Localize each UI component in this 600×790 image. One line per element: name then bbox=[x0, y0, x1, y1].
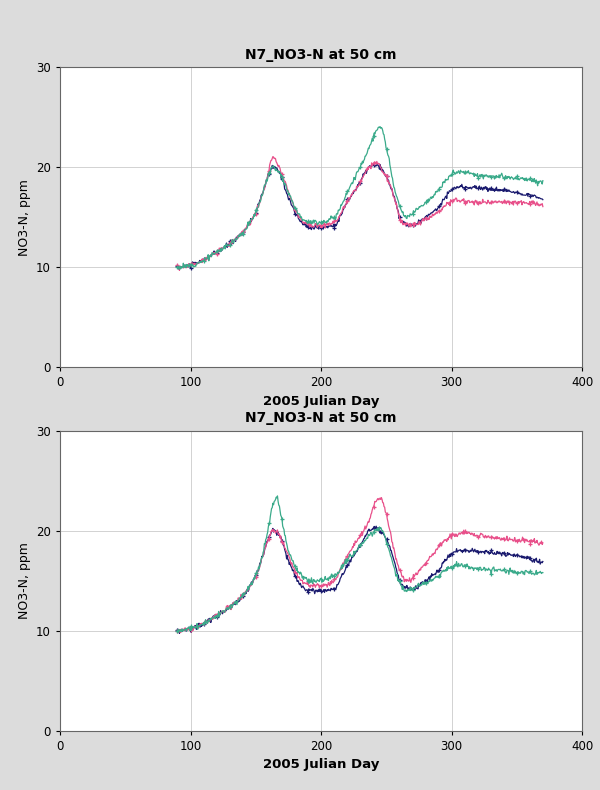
avg macropore radius=0.01 cm bbox=[412, 583, 419, 592]
avg macropore radius=0.1 cm bbox=[205, 615, 212, 624]
total macroporosity=0.0001 bbox=[177, 264, 184, 273]
avg macropore radius=0.1 cm bbox=[432, 570, 439, 579]
avg macropore radius=0.1 cm bbox=[176, 629, 183, 638]
total macroporosity=0.001 bbox=[177, 263, 184, 273]
total macroporosity=0.005 bbox=[269, 152, 277, 161]
avg macropore radius=0.3 cm bbox=[174, 626, 181, 635]
total macroporosity=0.0001 bbox=[174, 262, 181, 272]
avg macropore radius=0.01 cm bbox=[205, 615, 212, 625]
avg macropore radius=0.3 cm bbox=[539, 538, 547, 547]
avg macropore radius=0.01 cm bbox=[494, 565, 502, 574]
avg macropore radius=0.1 cm bbox=[412, 581, 419, 591]
avg macropore radius=0.1 cm bbox=[177, 625, 184, 634]
avg macropore radius=0.3 cm bbox=[494, 534, 502, 544]
Title: N7_NO3-N at 50 cm: N7_NO3-N at 50 cm bbox=[245, 48, 397, 62]
total macroporosity=0.001 bbox=[174, 261, 181, 270]
avg macropore radius=0.1 cm bbox=[373, 521, 380, 531]
avg macropore radius=0.3 cm bbox=[412, 570, 419, 579]
total macroporosity=0.0001 bbox=[176, 265, 183, 274]
total macroporosity=0.0001 bbox=[412, 206, 419, 216]
total macroporosity=0.005 bbox=[174, 261, 181, 270]
Line: total macroporosity=0.005: total macroporosity=0.005 bbox=[175, 154, 545, 273]
X-axis label: 2005 Julian Day: 2005 Julian Day bbox=[263, 758, 379, 771]
total macroporosity=0.005 bbox=[432, 209, 439, 218]
avg macropore radius=0.3 cm bbox=[205, 617, 212, 626]
Title: N7_NO3-N at 50 cm: N7_NO3-N at 50 cm bbox=[245, 412, 397, 425]
total macroporosity=0.0001 bbox=[432, 187, 439, 197]
Line: total macroporosity=0.0001: total macroporosity=0.0001 bbox=[175, 124, 545, 272]
avg macropore radius=0.01 cm bbox=[432, 571, 439, 581]
avg macropore radius=0.1 cm bbox=[494, 548, 502, 558]
total macroporosity=0.001 bbox=[205, 252, 212, 261]
avg macropore radius=0.3 cm bbox=[485, 531, 492, 540]
total macroporosity=0.001 bbox=[485, 184, 492, 194]
total macroporosity=0.001 bbox=[539, 195, 547, 205]
Line: avg macropore radius=0.01 cm: avg macropore radius=0.01 cm bbox=[175, 494, 545, 635]
total macroporosity=0.005 bbox=[539, 202, 547, 212]
avg macropore radius=0.1 cm bbox=[485, 547, 492, 556]
total macroporosity=0.0001 bbox=[539, 176, 547, 186]
total macroporosity=0.005 bbox=[494, 197, 502, 206]
avg macropore radius=0.3 cm bbox=[176, 625, 184, 634]
total macroporosity=0.001 bbox=[374, 159, 381, 168]
avg macropore radius=0.3 cm bbox=[432, 545, 439, 555]
avg macropore radius=0.3 cm bbox=[177, 628, 184, 638]
Line: avg macropore radius=0.3 cm: avg macropore radius=0.3 cm bbox=[175, 495, 545, 635]
total macroporosity=0.001 bbox=[432, 204, 439, 213]
Line: total macroporosity=0.001: total macroporosity=0.001 bbox=[175, 161, 545, 272]
Legend: total macroporosity=0.001, total macroporosity=0.005, total macroporosity=0.0001: total macroporosity=0.001, total macropo… bbox=[65, 439, 457, 476]
avg macropore radius=0.1 cm bbox=[539, 557, 547, 566]
avg macropore radius=0.01 cm bbox=[175, 628, 182, 638]
avg macropore radius=0.1 cm bbox=[174, 625, 181, 634]
avg macropore radius=0.01 cm bbox=[539, 568, 547, 577]
avg macropore radius=0.01 cm bbox=[274, 491, 281, 501]
avg macropore radius=0.01 cm bbox=[174, 626, 181, 635]
avg macropore radius=0.3 cm bbox=[378, 493, 385, 502]
avg macropore radius=0.01 cm bbox=[485, 563, 492, 573]
X-axis label: 2005 Julian Day: 2005 Julian Day bbox=[263, 395, 379, 408]
total macroporosity=0.0001 bbox=[494, 172, 502, 182]
total macroporosity=0.005 bbox=[205, 253, 212, 262]
Y-axis label: NO3-N, ppm: NO3-N, ppm bbox=[17, 179, 31, 256]
total macroporosity=0.005 bbox=[176, 265, 183, 275]
total macroporosity=0.0001 bbox=[205, 250, 212, 259]
Y-axis label: NO3-N, ppm: NO3-N, ppm bbox=[17, 542, 31, 619]
total macroporosity=0.005 bbox=[485, 198, 492, 207]
total macroporosity=0.0001 bbox=[376, 122, 383, 131]
total macroporosity=0.001 bbox=[412, 221, 419, 231]
total macroporosity=0.0001 bbox=[485, 172, 492, 182]
avg macropore radius=0.01 cm bbox=[177, 627, 184, 637]
total macroporosity=0.001 bbox=[494, 186, 502, 196]
total macroporosity=0.005 bbox=[177, 263, 184, 273]
Line: avg macropore radius=0.1 cm: avg macropore radius=0.1 cm bbox=[175, 524, 545, 636]
total macroporosity=0.005 bbox=[412, 220, 419, 230]
total macroporosity=0.001 bbox=[175, 265, 182, 274]
